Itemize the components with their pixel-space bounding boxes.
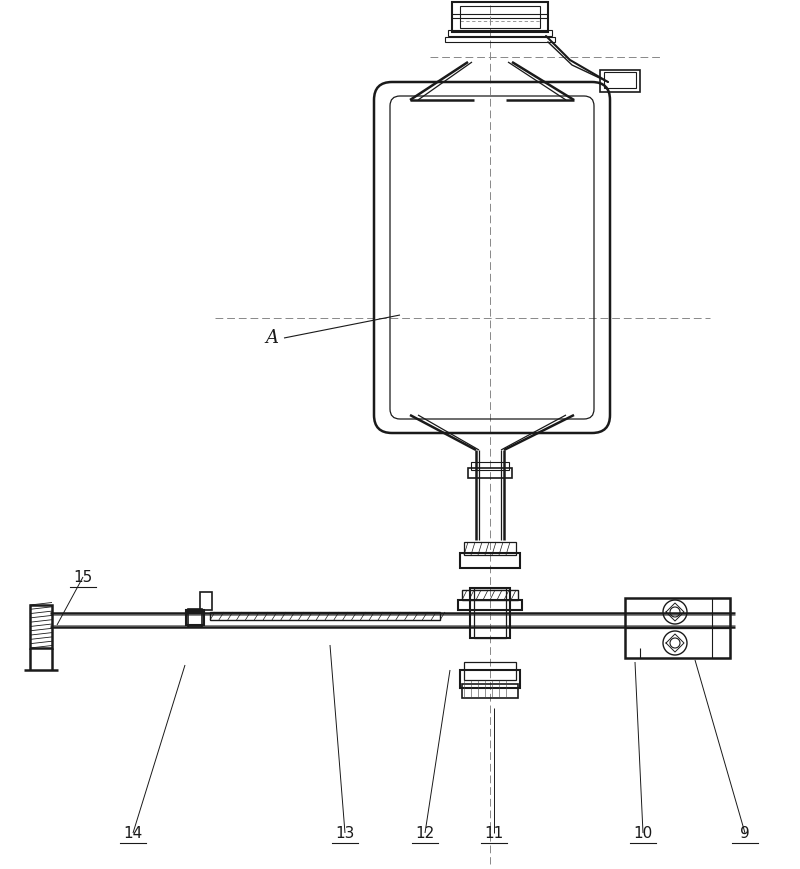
Text: 15: 15: [74, 569, 93, 585]
Bar: [464, 542, 516, 555]
Bar: [625, 598, 730, 658]
Bar: [460, 6, 540, 28]
Text: 11: 11: [484, 826, 504, 840]
Bar: [470, 588, 510, 638]
Bar: [210, 612, 440, 620]
Bar: [30, 605, 52, 648]
Bar: [604, 72, 636, 88]
Bar: [462, 590, 518, 600]
Bar: [474, 588, 506, 638]
Bar: [600, 70, 640, 92]
Text: 12: 12: [415, 826, 434, 840]
Text: 9: 9: [740, 826, 750, 840]
Bar: [458, 600, 522, 610]
Bar: [188, 609, 202, 627]
Bar: [468, 468, 512, 478]
Text: 10: 10: [634, 826, 653, 840]
Bar: [452, 2, 548, 32]
Bar: [186, 612, 204, 625]
Bar: [471, 462, 509, 470]
Text: 13: 13: [335, 826, 354, 840]
Bar: [460, 670, 520, 688]
Bar: [460, 553, 520, 568]
Bar: [186, 610, 204, 613]
Bar: [712, 598, 730, 658]
Bar: [448, 30, 552, 36]
Bar: [200, 592, 212, 610]
Bar: [462, 684, 518, 698]
Text: A: A: [266, 329, 278, 347]
Bar: [464, 662, 516, 680]
Bar: [445, 37, 555, 42]
Text: 14: 14: [123, 826, 142, 840]
